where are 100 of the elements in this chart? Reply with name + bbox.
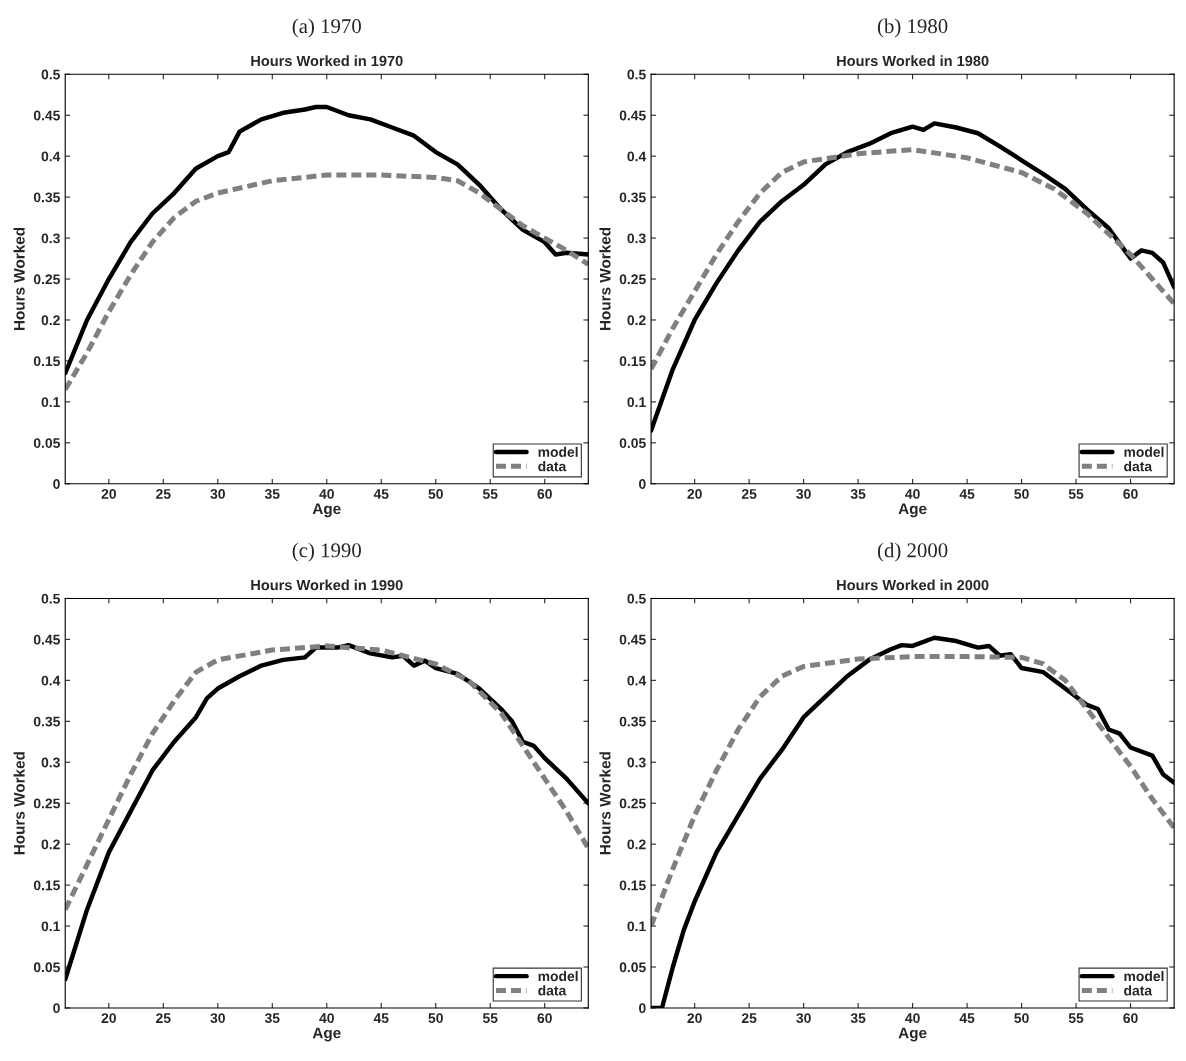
x-tick-label: 20 bbox=[101, 1013, 116, 1024]
y-tick-label: 0.15 bbox=[33, 880, 60, 891]
x-tick-label: 60 bbox=[537, 489, 552, 499]
y-tick-label: 0.05 bbox=[33, 962, 60, 973]
y-axis-title: Hours Worked bbox=[13, 227, 25, 331]
y-tick-label: 0.05 bbox=[33, 438, 60, 448]
x-tick-label: 35 bbox=[850, 489, 866, 499]
x-tick-label: 20 bbox=[687, 489, 702, 499]
x-tick-label: 25 bbox=[156, 1013, 171, 1024]
y-tick-label: 0.45 bbox=[619, 110, 646, 121]
x-tick-label: 40 bbox=[905, 489, 920, 499]
legend-label: data bbox=[1124, 461, 1153, 472]
y-tick-label: 0.35 bbox=[33, 716, 60, 727]
y-tick-label: 0.4 bbox=[627, 151, 647, 162]
y-tick-label: 0.15 bbox=[619, 356, 646, 367]
x-tick-label: 30 bbox=[796, 1013, 811, 1024]
y-tick-label: 0.05 bbox=[619, 438, 646, 448]
x-tick-label: 45 bbox=[373, 1013, 389, 1024]
y-tick-label: 0.25 bbox=[33, 274, 60, 285]
y-tick-label: 0.5 bbox=[41, 593, 60, 604]
x-tick-label: 35 bbox=[264, 489, 280, 499]
chart-title: Hours Worked in 1990 bbox=[251, 579, 403, 591]
x-tick-label: 60 bbox=[1123, 1013, 1138, 1024]
chart-subtitle: (b) 1980 bbox=[877, 18, 948, 38]
y-axis-title: Hours Worked bbox=[13, 752, 25, 855]
y-tick-label: 0.2 bbox=[41, 839, 60, 850]
y-tick-label: 0 bbox=[53, 479, 60, 489]
x-tick-label: 20 bbox=[101, 489, 116, 499]
y-tick-label: 0.5 bbox=[627, 69, 646, 80]
y-tick-label: 0.1 bbox=[627, 921, 646, 932]
y-tick-label: 0.25 bbox=[619, 798, 646, 809]
x-axis-title: Age bbox=[312, 1027, 341, 1042]
x-tick-label: 55 bbox=[1068, 489, 1084, 499]
x-tick-label: 55 bbox=[1068, 1013, 1084, 1024]
y-tick-label: 0.1 bbox=[41, 397, 60, 408]
x-tick-label: 60 bbox=[1123, 489, 1138, 499]
chart-title: Hours Worked in 2000 bbox=[837, 579, 989, 591]
x-tick-label: 45 bbox=[959, 1013, 975, 1024]
y-tick-label: 0 bbox=[53, 1003, 60, 1014]
x-tick-label: 35 bbox=[850, 1013, 866, 1024]
x-tick-label: 30 bbox=[796, 489, 811, 499]
y-tick-label: 0.3 bbox=[41, 757, 60, 768]
x-tick-label: 25 bbox=[741, 1013, 757, 1024]
x-tick-label: 30 bbox=[210, 1013, 225, 1024]
y-tick-label: 0.05 bbox=[619, 962, 646, 973]
x-tick-label: 50 bbox=[1014, 1013, 1029, 1024]
legend-label: data bbox=[1124, 985, 1153, 996]
y-tick-label: 0.25 bbox=[619, 274, 646, 285]
y-tick-label: 0.3 bbox=[627, 233, 646, 244]
x-axis-title: Age bbox=[898, 503, 927, 518]
y-tick-label: 0.45 bbox=[33, 634, 60, 645]
x-tick-label: 30 bbox=[210, 489, 225, 499]
y-tick-label: 0.35 bbox=[619, 192, 646, 203]
y-tick-label: 0.2 bbox=[41, 315, 60, 326]
legend-label: data bbox=[538, 985, 567, 996]
y-axis-title: Hours Worked bbox=[599, 227, 611, 331]
x-axis-title: Age bbox=[898, 1027, 927, 1042]
y-tick-label: 0.5 bbox=[41, 69, 60, 80]
y-tick-label: 0.3 bbox=[41, 233, 60, 244]
x-tick-label: 25 bbox=[741, 489, 757, 499]
chart-title: Hours Worked in 1980 bbox=[837, 55, 989, 67]
chart-subtitle: (a) 1970 bbox=[292, 18, 361, 38]
x-tick-label: 60 bbox=[537, 1013, 552, 1024]
y-tick-label: 0.1 bbox=[41, 921, 60, 932]
y-tick-label: 0.15 bbox=[619, 880, 646, 891]
x-axis-title: Age bbox=[312, 503, 341, 518]
x-tick-label: 40 bbox=[319, 489, 334, 499]
x-tick-label: 35 bbox=[264, 1013, 280, 1024]
x-tick-label: 50 bbox=[428, 489, 443, 499]
x-tick-label: 20 bbox=[687, 1013, 702, 1024]
y-tick-label: 0.25 bbox=[33, 798, 60, 809]
y-tick-label: 0.2 bbox=[627, 315, 646, 326]
y-tick-label: 0.45 bbox=[33, 110, 60, 121]
x-tick-label: 55 bbox=[482, 489, 498, 499]
y-axis-title: Hours Worked bbox=[599, 752, 611, 855]
y-tick-label: 0 bbox=[639, 1003, 646, 1014]
y-tick-label: 0.3 bbox=[627, 757, 646, 768]
legend-label: model bbox=[1124, 970, 1164, 982]
chart-subtitle: (d) 2000 bbox=[877, 542, 948, 562]
y-tick-label: 0.15 bbox=[33, 356, 60, 367]
legend-label: model bbox=[538, 446, 578, 457]
chart-subtitle: (c) 1990 bbox=[292, 542, 361, 562]
x-tick-label: 55 bbox=[482, 1013, 498, 1024]
legend-label: data bbox=[538, 461, 567, 472]
y-tick-label: 0.35 bbox=[33, 192, 60, 203]
x-tick-label: 45 bbox=[373, 489, 389, 499]
y-tick-label: 0.5 bbox=[627, 593, 646, 604]
y-tick-label: 0.1 bbox=[627, 397, 646, 408]
y-tick-label: 0.4 bbox=[41, 151, 61, 162]
x-tick-label: 25 bbox=[156, 489, 171, 499]
y-tick-label: 0 bbox=[639, 479, 646, 489]
y-tick-label: 0.4 bbox=[41, 675, 61, 686]
y-tick-label: 0.35 bbox=[619, 716, 646, 727]
chart-title: Hours Worked in 1970 bbox=[251, 55, 403, 67]
x-tick-label: 50 bbox=[428, 1013, 443, 1024]
y-tick-label: 0.4 bbox=[627, 675, 647, 686]
legend-label: model bbox=[538, 970, 578, 982]
x-tick-label: 50 bbox=[1014, 489, 1029, 499]
legend-label: model bbox=[1124, 446, 1164, 457]
y-tick-label: 0.2 bbox=[627, 839, 646, 850]
